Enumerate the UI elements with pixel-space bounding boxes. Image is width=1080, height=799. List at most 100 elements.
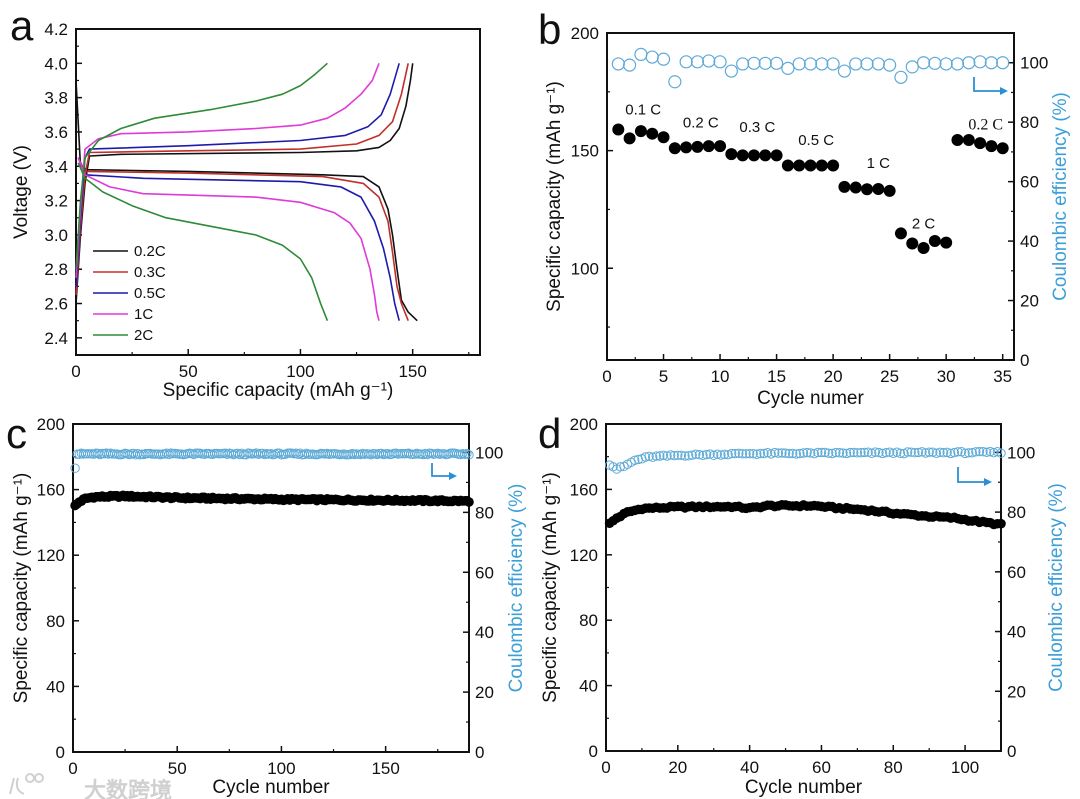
x-tick-label: 20 bbox=[824, 367, 843, 386]
capacity-point bbox=[996, 518, 1006, 529]
ce-point bbox=[70, 463, 80, 473]
capacity-point bbox=[623, 132, 636, 145]
panel-c-cycling-stability: c0 50 100 15004080120160200020406080100Cycl… bbox=[6, 410, 527, 798]
capacity-point bbox=[985, 140, 998, 153]
y-right-tick-label: 20 bbox=[1020, 292, 1039, 311]
x-tick-label: 30 bbox=[937, 367, 956, 386]
arrowhead-icon bbox=[984, 478, 992, 486]
ce-point bbox=[883, 58, 897, 72]
capacity-point bbox=[974, 137, 987, 150]
legend-label: 0.5C bbox=[134, 285, 166, 302]
ce-point bbox=[698, 450, 708, 461]
ce-point bbox=[690, 55, 705, 69]
capacity-point bbox=[759, 149, 772, 162]
ce-point bbox=[938, 448, 949, 458]
ce-point bbox=[946, 448, 956, 459]
ce-point bbox=[655, 451, 665, 461]
ce-point bbox=[656, 52, 671, 66]
watermark-logo-icon bbox=[9, 773, 44, 795]
x-axis-label: Specific capacity (mAh g⁻¹) bbox=[163, 380, 394, 401]
x-tick-label: 50 bbox=[168, 759, 187, 778]
ce-point bbox=[949, 447, 960, 458]
ce-point bbox=[877, 448, 888, 459]
y-right-tick-label: 60 bbox=[1007, 563, 1026, 582]
curve-0.2C-discharge bbox=[75, 80, 418, 322]
ce-point bbox=[694, 449, 705, 460]
y-tick-label: 40 bbox=[579, 677, 598, 696]
capacity-point bbox=[714, 140, 727, 153]
ce-point bbox=[962, 56, 976, 70]
ce-point bbox=[985, 446, 995, 457]
x-tick-label: 0 bbox=[68, 759, 77, 778]
ce-point bbox=[837, 64, 852, 78]
ce-point bbox=[777, 448, 787, 458]
x-tick-label: 25 bbox=[880, 367, 899, 386]
capacity-point bbox=[815, 159, 828, 172]
curve-0.5C-discharge bbox=[77, 157, 400, 321]
ce-point bbox=[462, 448, 472, 459]
x-tick-label: 150 bbox=[398, 362, 426, 381]
ce-point bbox=[687, 450, 697, 460]
ce-point bbox=[974, 446, 985, 457]
ce-point bbox=[691, 449, 701, 459]
ce-point bbox=[888, 448, 898, 458]
rate-annotation: 2 C bbox=[912, 216, 936, 233]
ce-point bbox=[841, 448, 852, 459]
ce-point bbox=[859, 447, 870, 458]
ce-point bbox=[748, 448, 758, 459]
ce-point bbox=[669, 450, 679, 461]
capacity-point bbox=[872, 182, 885, 195]
x-axis-label: Cycle numer bbox=[757, 388, 864, 409]
x-tick-label: 10 bbox=[711, 367, 730, 386]
panel-letter: a bbox=[10, 2, 34, 49]
ce-point bbox=[679, 55, 693, 69]
x-tick-label: 100 bbox=[267, 759, 295, 778]
ce-point bbox=[867, 448, 877, 458]
capacity-point bbox=[951, 134, 964, 147]
legend-label: 2C bbox=[134, 327, 153, 344]
ce-point bbox=[680, 451, 690, 461]
y-right-axis-label: Coulombic efficiency (%) bbox=[1046, 483, 1067, 692]
ce-point bbox=[730, 448, 740, 459]
y-right-tick-label: 0 bbox=[1020, 351, 1029, 370]
y-right-axis-label: Coulombic efficiency (%) bbox=[506, 484, 527, 693]
y-tick-label: 2.6 bbox=[44, 295, 68, 314]
capacity-point bbox=[657, 131, 670, 144]
ce-point bbox=[826, 57, 840, 71]
watermark: 大数跨境 bbox=[9, 773, 172, 799]
y-tick-label: 120 bbox=[570, 546, 598, 565]
ce-point bbox=[747, 56, 761, 70]
y-tick-label: 200 bbox=[37, 415, 65, 434]
ce-point bbox=[845, 447, 855, 458]
capacity-point bbox=[906, 237, 919, 250]
x-tick-label: 35 bbox=[993, 367, 1012, 386]
ce-point bbox=[734, 448, 744, 458]
y-tick-label: 150 bbox=[571, 142, 599, 161]
ce-point bbox=[834, 448, 845, 458]
x-axis-label: Cycle number bbox=[212, 777, 330, 798]
y-right-tick-label: 80 bbox=[1007, 503, 1026, 522]
rate-annotation: 0.5 C bbox=[798, 132, 834, 149]
y-right-axis-label: Coulombic efficiency (%) bbox=[1050, 92, 1071, 301]
ce-point bbox=[920, 448, 931, 458]
ce-point bbox=[989, 447, 999, 458]
capacity-point bbox=[827, 159, 840, 172]
y-tick-label: 2.4 bbox=[44, 329, 68, 348]
ce-point bbox=[967, 448, 977, 458]
capacity-point bbox=[747, 149, 760, 162]
ce-point bbox=[831, 447, 841, 458]
ce-point bbox=[630, 455, 640, 465]
ce-point bbox=[823, 448, 834, 458]
y-tick-label: 3.6 bbox=[44, 123, 68, 142]
ce-point bbox=[953, 447, 963, 457]
ce-point bbox=[759, 448, 769, 459]
ce-point bbox=[813, 447, 823, 458]
ce-point bbox=[849, 447, 859, 458]
rate-annotation: 0.3 C bbox=[739, 119, 775, 136]
y-tick-label: 100 bbox=[571, 259, 599, 278]
ce-point bbox=[863, 447, 873, 457]
ce-point bbox=[683, 451, 694, 461]
ce-point bbox=[910, 448, 920, 458]
ce-point bbox=[815, 57, 829, 71]
y-tick-label: 4.0 bbox=[44, 54, 68, 73]
